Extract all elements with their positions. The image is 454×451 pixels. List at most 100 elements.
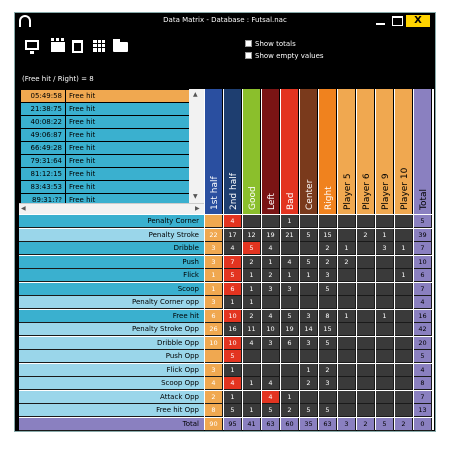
row-label[interactable]: Scoop Opp — [19, 377, 204, 390]
matrix-cell[interactable] — [376, 323, 394, 336]
matrix-cell[interactable]: 16 — [414, 309, 432, 323]
column-header[interactable]: Bad — [281, 89, 299, 214]
matrix-cell[interactable] — [338, 228, 356, 242]
list-item[interactable]: 49:06:87 Free hit — [21, 129, 189, 142]
matrix-cell[interactable]: 5 — [262, 404, 280, 417]
matrix-cell[interactable]: 2 — [243, 309, 261, 323]
matrix-cell[interactable] — [338, 363, 356, 377]
matrix-cell[interactable]: 2 — [319, 363, 337, 377]
matrix-cell[interactable]: 19 — [281, 323, 299, 336]
matrix-cell[interactable]: 1 — [243, 269, 261, 282]
matrix-cell[interactable] — [262, 296, 280, 309]
matrix-cell[interactable]: 3 — [319, 269, 337, 282]
matrix-cell[interactable]: 2 — [319, 255, 337, 269]
matrix-cell[interactable] — [376, 390, 394, 404]
matrix-cell[interactable] — [338, 390, 356, 404]
matrix-cell[interactable]: 4 — [262, 377, 280, 390]
matrix-cell[interactable]: 2 — [357, 228, 375, 242]
matrix-cell[interactable] — [300, 296, 318, 309]
matrix-cell[interactable]: 4 — [262, 390, 280, 404]
matrix-cell[interactable]: 7 — [414, 282, 432, 296]
row-label[interactable]: Penalty Corner — [19, 215, 204, 228]
matrix-cell[interactable] — [395, 336, 413, 350]
matrix-cell[interactable] — [357, 255, 375, 269]
row-label[interactable]: Flick — [19, 269, 204, 282]
matrix-cell[interactable] — [395, 404, 413, 417]
matrix-cell[interactable]: 10 — [262, 323, 280, 336]
matrix-cell[interactable]: 1 — [224, 390, 242, 404]
matrix-cell[interactable]: 6 — [414, 269, 432, 282]
matrix-cell[interactable]: 3 — [205, 255, 223, 269]
matrix-cell[interactable]: 15 — [319, 323, 337, 336]
row-label[interactable]: Penalty Stroke Opp — [19, 323, 204, 336]
matrix-cell[interactable]: 42 — [414, 323, 432, 336]
scroll-left-icon[interactable]: ◀ — [21, 205, 26, 212]
matrix-cell[interactable] — [243, 390, 261, 404]
row-label[interactable]: Push — [19, 255, 204, 269]
matrix-cell[interactable]: 35 — [300, 417, 318, 431]
matrix-cell[interactable] — [395, 323, 413, 336]
trash-icon[interactable] — [72, 40, 83, 53]
matrix-cell[interactable]: 15 — [319, 228, 337, 242]
column-header[interactable]: Left — [262, 89, 280, 214]
matrix-cell[interactable] — [357, 309, 375, 323]
matrix-cell[interactable]: 2 — [243, 255, 261, 269]
matrix-cell[interactable] — [262, 215, 280, 228]
matrix-cell[interactable]: 4 — [414, 363, 432, 377]
matrix-cell[interactable] — [376, 404, 394, 417]
matrix-cell[interactable] — [338, 269, 356, 282]
matrix-cell[interactable] — [376, 282, 394, 296]
matrix-cell[interactable] — [357, 350, 375, 363]
matrix-cell[interactable]: 0 — [414, 417, 432, 431]
matrix-cell[interactable]: 2 — [338, 255, 356, 269]
matrix-cell[interactable] — [319, 296, 337, 309]
matrix-cell[interactable] — [376, 336, 394, 350]
matrix-cell[interactable] — [262, 350, 280, 363]
column-header[interactable]: Total — [414, 89, 432, 214]
matrix-cell[interactable]: 1 — [224, 296, 242, 309]
matrix-cell[interactable] — [357, 390, 375, 404]
matrix-cell[interactable]: 1 — [262, 255, 280, 269]
matrix-cell[interactable] — [395, 282, 413, 296]
matrix-cell[interactable] — [243, 350, 261, 363]
matrix-cell[interactable] — [243, 363, 261, 377]
matrix-cell[interactable]: 17 — [224, 228, 242, 242]
matrix-cell[interactable]: 8 — [205, 404, 223, 417]
column-header[interactable]: Player 10 — [395, 89, 413, 214]
row-label[interactable]: Scoop — [19, 282, 204, 296]
matrix-cell[interactable] — [338, 336, 356, 350]
matrix-cell[interactable] — [395, 215, 413, 228]
matrix-cell[interactable] — [376, 350, 394, 363]
matrix-cell[interactable] — [376, 215, 394, 228]
matrix-cell[interactable]: 3 — [338, 417, 356, 431]
matrix-cell[interactable]: 3 — [262, 282, 280, 296]
matrix-cell[interactable] — [243, 215, 261, 228]
list-item[interactable]: 21:38:75 Free hit — [21, 103, 189, 116]
matrix-cell[interactable]: 10 — [205, 336, 223, 350]
matrix-cell[interactable] — [319, 390, 337, 404]
matrix-cell[interactable]: 3 — [300, 336, 318, 350]
matrix-cell[interactable] — [319, 215, 337, 228]
matrix-cell[interactable]: 4 — [262, 242, 280, 255]
matrix-cell[interactable]: 26 — [205, 323, 223, 336]
matrix-cell[interactable]: 10 — [224, 309, 242, 323]
column-header[interactable]: Player 5 — [338, 89, 356, 214]
matrix-cell[interactable]: 5 — [414, 350, 432, 363]
checkbox-box[interactable] — [245, 40, 252, 47]
row-label[interactable]: Flick Opp — [19, 363, 204, 377]
matrix-cell[interactable] — [262, 363, 280, 377]
matrix-cell[interactable] — [338, 282, 356, 296]
matrix-cell[interactable] — [376, 363, 394, 377]
matrix-cell[interactable]: 41 — [243, 417, 261, 431]
matrix-cell[interactable]: 3 — [205, 296, 223, 309]
matrix-cell[interactable]: 39 — [414, 228, 432, 242]
matrix-cell[interactable]: 2 — [357, 417, 375, 431]
matrix-cell[interactable]: 12 — [243, 228, 261, 242]
horizontal-scrollbar[interactable]: ◀ ▶ — [19, 203, 204, 214]
matrix-cell[interactable]: 5 — [243, 242, 261, 255]
matrix-cell[interactable] — [300, 350, 318, 363]
matrix-cell[interactable] — [395, 296, 413, 309]
matrix-cell[interactable]: 1 — [395, 269, 413, 282]
matrix-cell[interactable] — [357, 363, 375, 377]
matrix-cell[interactable] — [281, 242, 299, 255]
